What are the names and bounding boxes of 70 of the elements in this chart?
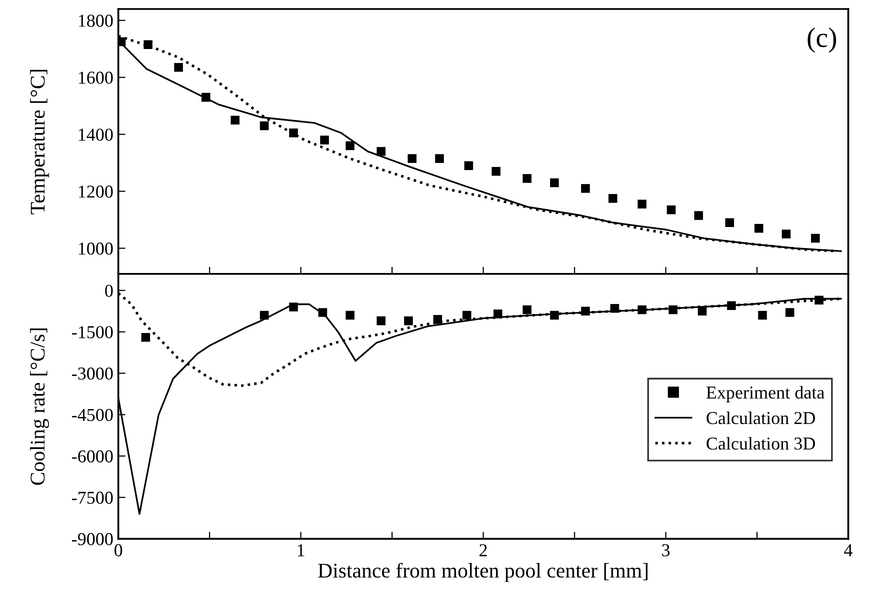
legend-label: Calculation 3D: [706, 436, 815, 450]
y-tick-label: 0: [105, 284, 113, 297]
point: [638, 200, 646, 209]
point: [318, 308, 328, 317]
point: [289, 302, 298, 312]
point: [754, 224, 764, 233]
y-tick-label: -9000: [72, 533, 113, 546]
y-tick-label: 1400: [78, 128, 113, 141]
point: [581, 184, 590, 193]
point: [433, 315, 442, 324]
point: [404, 316, 413, 326]
point: [522, 305, 532, 314]
point: [666, 205, 676, 214]
point: [785, 308, 794, 317]
y-tick-label: -6000: [72, 450, 113, 462]
point: [608, 194, 618, 203]
point: [522, 174, 532, 183]
point: [725, 218, 734, 228]
x-tick-label: 4: [844, 544, 852, 556]
point: [698, 306, 707, 316]
point: [141, 332, 150, 342]
point: [462, 310, 472, 320]
y-axis-title: Cooling rate [°C/s]: [30, 328, 49, 485]
point: [668, 305, 678, 314]
point: [408, 154, 417, 163]
y-tick-label: 1200: [78, 186, 113, 198]
point: [346, 141, 354, 150]
point: [610, 304, 620, 313]
point: [289, 128, 298, 138]
point: [435, 154, 444, 163]
point: [550, 178, 559, 188]
y-tick-label: -1500: [72, 326, 113, 338]
point: [782, 230, 791, 238]
y-axis-title: Temperature [°C]: [30, 70, 49, 214]
x-tick-label: 1: [298, 544, 304, 556]
point: [758, 310, 767, 320]
point: [174, 63, 183, 72]
y-tick-label: 1600: [78, 72, 113, 84]
point: [727, 301, 736, 310]
point: [492, 166, 500, 176]
point: [230, 116, 240, 124]
point: [260, 310, 269, 320]
point: [493, 310, 502, 318]
point: [638, 305, 646, 314]
point: [376, 147, 386, 156]
point: [202, 92, 210, 102]
point: [464, 161, 474, 170]
y-tick-label: 1000: [78, 242, 113, 255]
point: [260, 121, 269, 130]
legend-label: Calculation 2D: [706, 411, 815, 424]
point: [811, 234, 820, 243]
x-axis-title: Distance from molten pool center [mm]: [318, 562, 648, 582]
y-tick-label: -3000: [72, 367, 113, 380]
annotation: (c): [808, 28, 836, 53]
point: [550, 310, 559, 320]
point: [376, 316, 386, 326]
point: [814, 296, 824, 305]
x-tick-label: 0: [114, 544, 122, 556]
x-tick-label: 2: [480, 544, 487, 556]
point: [694, 211, 704, 220]
point: [144, 40, 152, 49]
point: [346, 310, 354, 320]
point: [118, 37, 126, 46]
x-tick-label: 3: [662, 544, 670, 556]
point: [320, 136, 329, 144]
legend-label: Experiment data: [706, 386, 824, 402]
y-tick-label: -4500: [72, 408, 113, 422]
y-tick-label: -7500: [72, 492, 113, 504]
point: [581, 306, 590, 316]
y-tick-label: 1800: [78, 14, 113, 27]
